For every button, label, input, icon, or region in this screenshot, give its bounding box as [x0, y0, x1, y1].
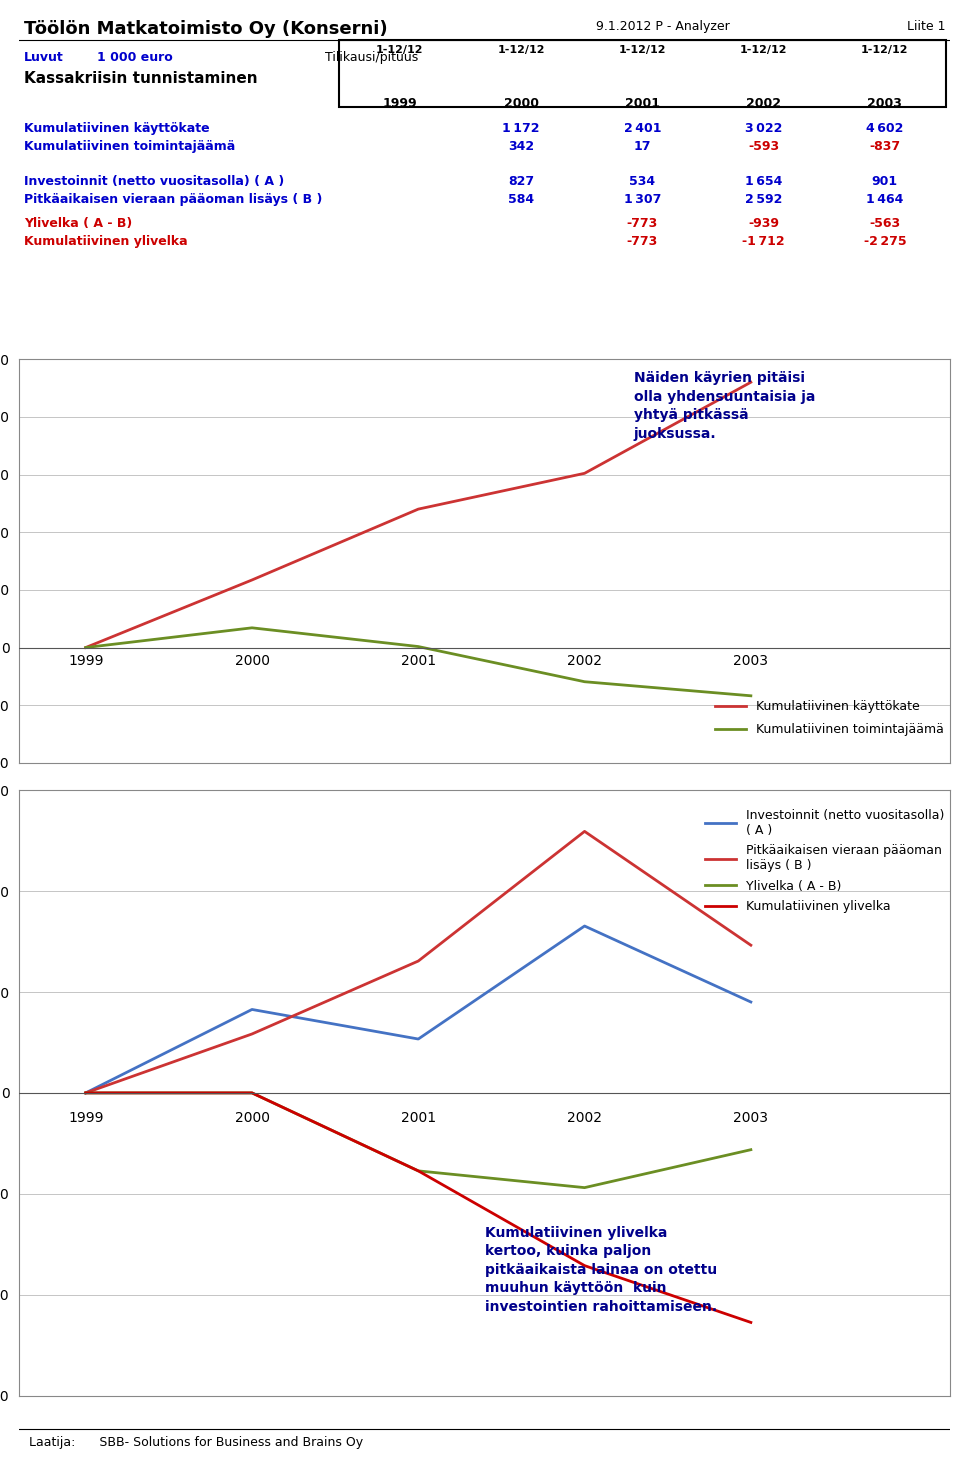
Text: 2003: 2003: [733, 1111, 768, 1124]
Text: 901: 901: [872, 175, 898, 188]
Text: -593: -593: [748, 139, 780, 153]
Text: Näiden käyrien pitäisi
olla yhdensuuntaisia ja
yhtyä pitkässä
juoksussa.: Näiden käyrien pitäisi olla yhdensuuntai…: [634, 372, 815, 440]
Text: -773: -773: [627, 218, 658, 231]
Legend: Investoinnit (netto vuositasolla)
( A ), Pitkäaikaisen vieraan pääoman
lisäys ( : Investoinnit (netto vuositasolla) ( A ),…: [705, 809, 944, 914]
Text: 2001: 2001: [400, 1111, 436, 1124]
Text: 2002: 2002: [567, 1111, 602, 1124]
Text: -773: -773: [627, 234, 658, 247]
Text: 534: 534: [630, 175, 656, 188]
Text: 2000: 2000: [234, 1111, 270, 1124]
Text: 1 307: 1 307: [624, 193, 661, 206]
Text: 1-12/12: 1-12/12: [618, 46, 666, 55]
Text: Kumulatiivinen käyttökate: Kumulatiivinen käyttökate: [24, 123, 209, 135]
Text: 2 592: 2 592: [745, 193, 782, 206]
Text: Pitkäaikaisen vieraan pääoman lisäys ( B ): Pitkäaikaisen vieraan pääoman lisäys ( B…: [24, 193, 323, 206]
Text: 1999: 1999: [383, 96, 418, 110]
Text: 1-12/12: 1-12/12: [497, 46, 545, 55]
Text: Töölön Matkatoimisto Oy (Konserni): Töölön Matkatoimisto Oy (Konserni): [24, 19, 388, 39]
Text: 17: 17: [634, 139, 651, 153]
Text: 2000: 2000: [234, 655, 270, 668]
Text: Ylivelka ( A - B): Ylivelka ( A - B): [24, 218, 132, 231]
Text: -2 275: -2 275: [864, 234, 906, 247]
Text: -837: -837: [870, 139, 900, 153]
Text: 1 172: 1 172: [502, 123, 540, 135]
Text: 2002: 2002: [746, 96, 781, 110]
Text: Tilikausi/pituus: Tilikausi/pituus: [324, 50, 418, 64]
Text: 2 401: 2 401: [624, 123, 661, 135]
Text: -563: -563: [870, 218, 900, 231]
Text: 342: 342: [508, 139, 534, 153]
Text: Liite 1: Liite 1: [907, 19, 946, 33]
Text: Investoinnit (netto vuositasolla) ( A ): Investoinnit (netto vuositasolla) ( A ): [24, 175, 284, 188]
Legend: Kumulatiivinen käyttökate, Kumulatiivinen toimintajäämä: Kumulatiivinen käyttökate, Kumulatiivine…: [715, 701, 944, 736]
Bar: [339, 40, 946, 107]
Text: 2003: 2003: [868, 96, 902, 110]
Text: 3 022: 3 022: [745, 123, 782, 135]
Text: 1 654: 1 654: [745, 175, 782, 188]
Text: 9.1.2012 P - Analyzer: 9.1.2012 P - Analyzer: [596, 19, 731, 33]
Text: 2001: 2001: [625, 96, 660, 110]
Text: Kumulatiivinen ylivelka
kertoo, kuinka paljon
pitkäaikaista lainaa on otettu
muu: Kumulatiivinen ylivelka kertoo, kuinka p…: [485, 1226, 717, 1314]
Text: 2000: 2000: [504, 96, 539, 110]
Text: Kassakriisin tunnistaminen: Kassakriisin tunnistaminen: [24, 71, 257, 86]
Text: 827: 827: [508, 175, 534, 188]
Text: -1 712: -1 712: [742, 234, 785, 247]
Text: 1-12/12: 1-12/12: [740, 46, 787, 55]
Text: Laatija:      SBB- Solutions for Business and Brains Oy: Laatija: SBB- Solutions for Business and…: [29, 1437, 363, 1448]
Text: Luvut: Luvut: [24, 50, 63, 64]
Text: 4 602: 4 602: [866, 123, 903, 135]
Text: 584: 584: [508, 193, 534, 206]
Text: 1-12/12: 1-12/12: [861, 46, 909, 55]
Text: -939: -939: [748, 218, 780, 231]
Text: 1999: 1999: [68, 1111, 104, 1124]
Text: 1999: 1999: [68, 655, 104, 668]
Text: 2003: 2003: [733, 655, 768, 668]
Text: Kumulatiivinen ylivelka: Kumulatiivinen ylivelka: [24, 234, 187, 247]
Text: 1 464: 1 464: [866, 193, 903, 206]
Text: 2001: 2001: [400, 655, 436, 668]
Text: 2002: 2002: [567, 655, 602, 668]
Text: 1 000 euro: 1 000 euro: [97, 50, 173, 64]
Text: 1-12/12: 1-12/12: [376, 46, 423, 55]
Text: Kumulatiivinen toimintajäämä: Kumulatiivinen toimintajäämä: [24, 139, 235, 153]
